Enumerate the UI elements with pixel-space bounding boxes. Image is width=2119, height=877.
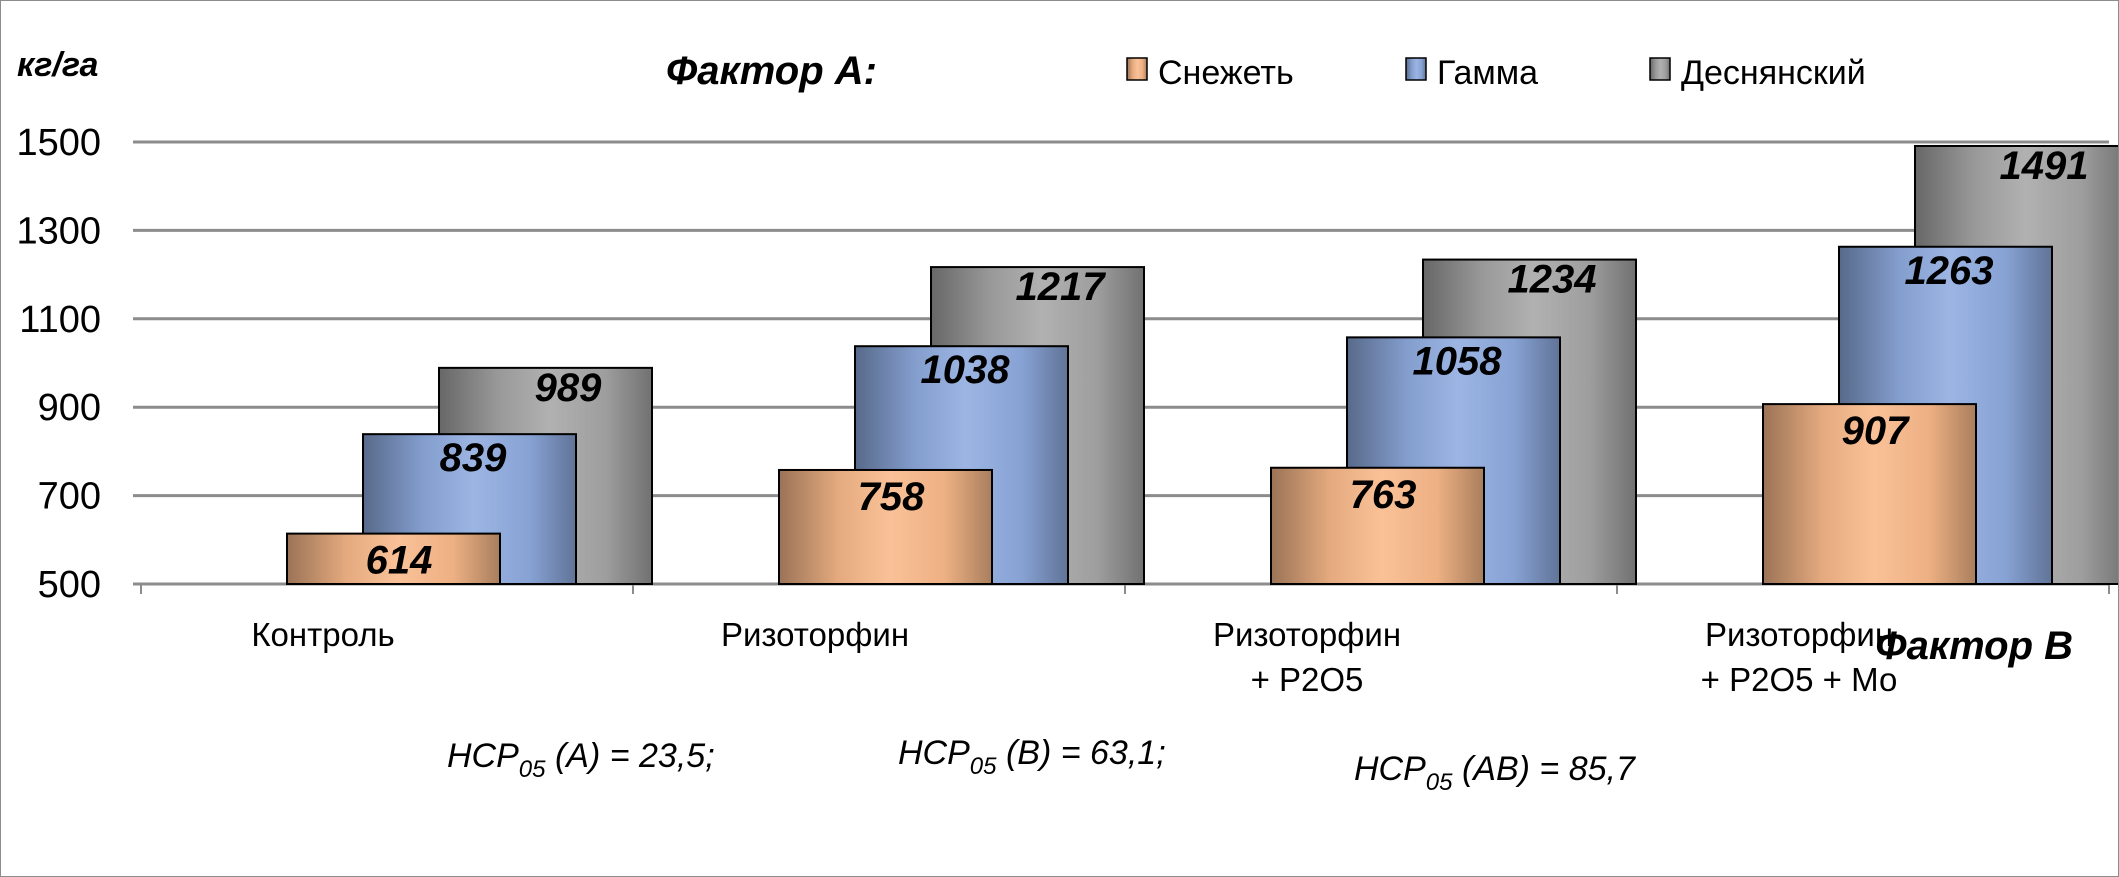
legend-title: Фактор А: xyxy=(666,49,877,93)
x-tick-label-0-0: Контроль xyxy=(251,616,394,653)
y-tick-label-1300: 1300 xyxy=(16,210,101,252)
bar-0-1 xyxy=(778,468,993,585)
y-tick-label-1100: 1100 xyxy=(19,299,101,341)
data-label-2-2: 1234 xyxy=(1508,258,1597,302)
bar-0-3 xyxy=(1762,403,1977,585)
x-tick-label-1-0: Ризоторфин xyxy=(721,616,909,653)
x-axis-label: Фактор В xyxy=(1875,624,2073,668)
data-label-0-1: 758 xyxy=(858,475,925,519)
x-tick-label-2-1: + Р2О5 xyxy=(1251,661,1364,698)
y-axis-unit-label: кг/га xyxy=(17,46,98,84)
legend-label-1: Гамма xyxy=(1437,54,1538,92)
y-tick-label-500: 500 xyxy=(38,564,101,606)
y-tick-label-1500: 1500 xyxy=(16,122,101,164)
data-label-2-3: 1491 xyxy=(2000,144,2089,188)
bar-0-2 xyxy=(1270,466,1485,585)
x-tick-label-3-0: Ризоторфин xyxy=(1705,616,1893,653)
data-label-2-1: 1217 xyxy=(1016,265,1107,309)
legend-label-0: Снежеть xyxy=(1158,54,1294,92)
data-label-0-2: 763 xyxy=(1350,473,1417,517)
y-tick-label-700: 700 xyxy=(38,476,101,518)
data-label-1-3: 1263 xyxy=(1905,249,1994,293)
legend-swatch-1 xyxy=(1405,57,1427,81)
bar-0-0 xyxy=(286,532,501,585)
x-tick-label-3-1: + Р2О5 + Мо xyxy=(1701,661,1898,698)
annotation-1: НСР05 (В) = 63,1; xyxy=(898,734,1166,780)
legend-swatch-2 xyxy=(1649,57,1671,81)
y-tick-label-900: 900 xyxy=(38,387,101,429)
data-label-0-0: 614 xyxy=(366,539,433,583)
legend-swatch-0 xyxy=(1126,57,1148,81)
data-label-1-1: 1038 xyxy=(921,348,1011,392)
data-label-1-0: 839 xyxy=(440,436,507,480)
annotation-2: НСР05 (АВ) = 85,7 xyxy=(1354,750,1636,796)
data-label-0-3: 907 xyxy=(1842,409,1910,453)
annotation-0: НСР05 (A) = 23,5; xyxy=(447,737,715,783)
data-label-1-2: 1058 xyxy=(1413,339,1503,383)
x-tick-label-2-0: Ризоторфин xyxy=(1213,616,1401,653)
data-label-2-0: 989 xyxy=(535,366,602,410)
legend-label-2: Деснянский xyxy=(1681,54,1866,92)
